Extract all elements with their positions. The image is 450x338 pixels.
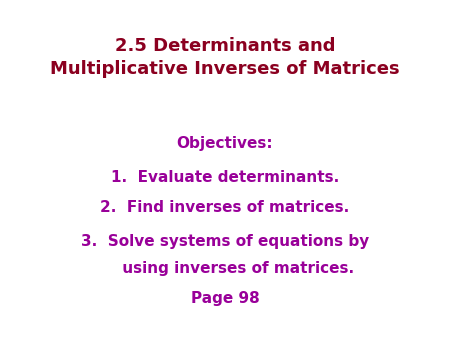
- Text: 3.  Solve systems of equations by: 3. Solve systems of equations by: [81, 234, 369, 249]
- Text: 2.  Find inverses of matrices.: 2. Find inverses of matrices.: [100, 200, 350, 215]
- Text: 1.  Evaluate determinants.: 1. Evaluate determinants.: [111, 170, 339, 185]
- Text: Page 98: Page 98: [191, 291, 259, 306]
- Text: using inverses of matrices.: using inverses of matrices.: [96, 261, 354, 276]
- Text: Objectives:: Objectives:: [177, 136, 273, 151]
- Text: 2.5 Determinants and
Multiplicative Inverses of Matrices: 2.5 Determinants and Multiplicative Inve…: [50, 37, 400, 78]
